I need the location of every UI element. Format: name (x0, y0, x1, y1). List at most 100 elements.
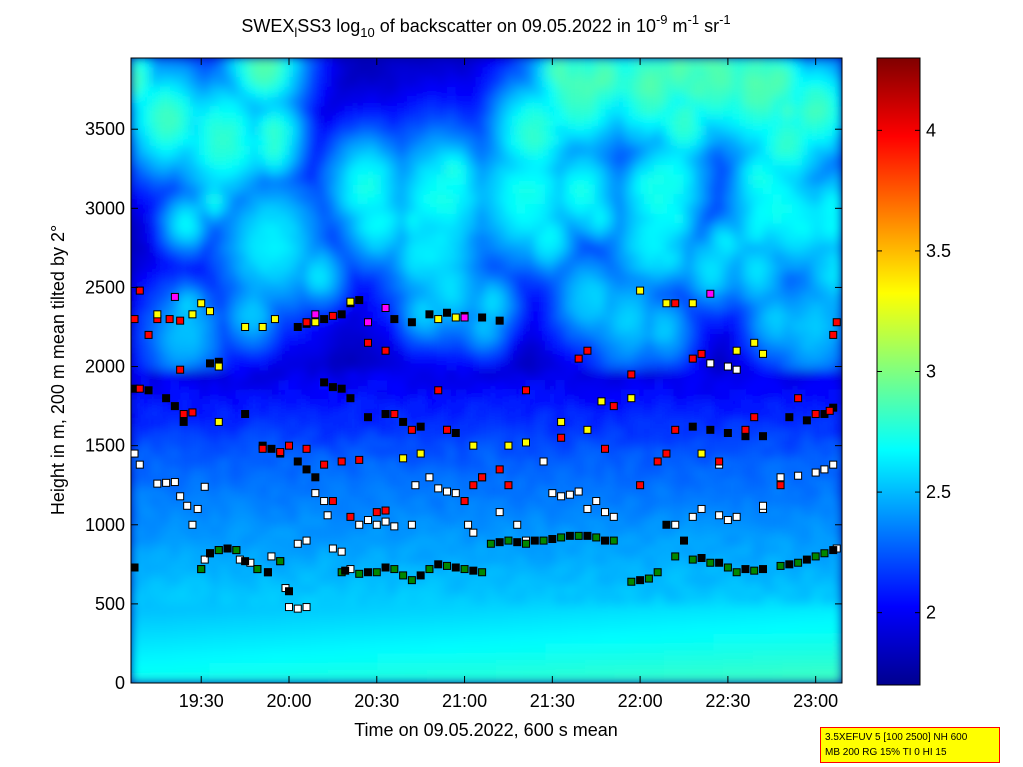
detection-marker (460, 313, 469, 322)
detection-marker (434, 484, 443, 493)
detection-marker (176, 492, 185, 501)
detection-marker (346, 297, 355, 306)
detection-marker (636, 481, 645, 490)
detection-marker (135, 286, 144, 295)
detection-marker (829, 460, 838, 469)
detection-marker (176, 365, 185, 374)
detection-marker (486, 539, 495, 548)
detection-marker (193, 504, 202, 513)
colorbar-tick-label: 2 (926, 603, 936, 623)
detection-marker (522, 438, 530, 447)
detection-marker (364, 413, 372, 422)
detection-marker (820, 549, 829, 558)
detection-marker (399, 571, 408, 580)
detection-marker (522, 539, 530, 548)
detection-marker (206, 359, 214, 368)
detection-marker (223, 544, 232, 553)
detection-marker (583, 504, 592, 513)
detection-marker (328, 497, 337, 506)
detection-marker (627, 577, 636, 586)
detection-marker (372, 568, 381, 577)
detection-marker (302, 536, 311, 545)
detection-marker (144, 330, 153, 339)
detection-marker (176, 316, 185, 325)
detection-marker (522, 386, 530, 395)
detection-marker (320, 460, 329, 469)
detection-marker (478, 568, 487, 577)
detection-marker (416, 571, 425, 580)
detection-marker (627, 370, 636, 379)
detection-marker (750, 413, 759, 422)
x-axis: 19:30 20:00 20:30 21:00 21:30 22:00 22:30 23:00 (179, 58, 838, 711)
detection-marker (688, 354, 697, 363)
detection-marker (723, 563, 732, 572)
detection-marker (337, 310, 346, 319)
detection-marker (565, 531, 574, 540)
detection-marker (200, 555, 209, 564)
detection-marker (399, 454, 408, 463)
detection-marker (302, 465, 311, 474)
cloud-detection-markers (131, 286, 841, 613)
detection-marker (811, 410, 820, 419)
detection-marker (680, 536, 688, 545)
detection-marker (759, 432, 767, 441)
detection-marker (232, 546, 241, 555)
detection-marker (671, 552, 680, 561)
detection-marker (276, 557, 285, 566)
detection-marker (179, 410, 188, 419)
detection-marker (434, 386, 443, 395)
detection-marker (188, 310, 197, 319)
detection-marker (131, 315, 139, 324)
detection-marker (627, 394, 636, 403)
colorbar-tick-label: 3.5 (926, 241, 951, 261)
detection-marker (162, 394, 171, 403)
chart-title: SWEXlSS3 log10 of backscatter on 09.05.2… (241, 12, 730, 40)
detection-marker (495, 538, 504, 547)
x-tick-label: 19:30 (179, 691, 224, 711)
y-tick-label: 0 (115, 673, 125, 693)
detection-marker (390, 410, 399, 419)
detection-marker (153, 310, 162, 319)
detection-marker (732, 568, 741, 577)
y-tick-label: 2000 (85, 357, 125, 377)
detection-marker (530, 536, 539, 545)
detection-marker (574, 354, 583, 363)
detection-marker (557, 533, 566, 542)
detection-marker (750, 566, 759, 575)
y-tick-label: 1500 (85, 436, 125, 456)
detection-marker (539, 536, 548, 545)
detection-marker (548, 489, 557, 498)
detection-marker (381, 506, 390, 515)
detection-marker (188, 408, 197, 417)
detection-marker (381, 563, 390, 572)
detection-marker (270, 315, 279, 324)
y-tick-label: 3500 (85, 119, 125, 139)
detection-marker (302, 444, 311, 453)
detection-marker (776, 473, 785, 482)
detection-marker (206, 549, 214, 558)
detection-marker (469, 528, 478, 537)
detection-marker (302, 318, 311, 327)
detection-marker (381, 346, 390, 355)
detection-marker (750, 338, 759, 347)
y-tick-label: 1000 (85, 515, 125, 535)
x-tick-label: 23:00 (793, 691, 838, 711)
detection-marker (671, 520, 680, 529)
detection-marker (583, 531, 592, 540)
detection-marker (320, 497, 329, 506)
detection-marker (811, 552, 820, 561)
detection-marker (263, 568, 272, 577)
detection-marker (732, 346, 741, 355)
detection-marker (653, 457, 662, 466)
detection-marker (293, 457, 302, 466)
detection-marker (183, 501, 192, 510)
plot-frame (130, 57, 843, 684)
detection-marker (706, 359, 715, 368)
detection-marker (285, 587, 293, 596)
detection-marker (407, 425, 416, 434)
detection-marker (451, 563, 460, 572)
detection-marker (688, 512, 697, 521)
detection-marker (609, 402, 618, 411)
x-tick-label: 22:30 (705, 691, 750, 711)
info-line-2: MB 200 RG 15% TI 0 HI 15 (825, 747, 947, 758)
